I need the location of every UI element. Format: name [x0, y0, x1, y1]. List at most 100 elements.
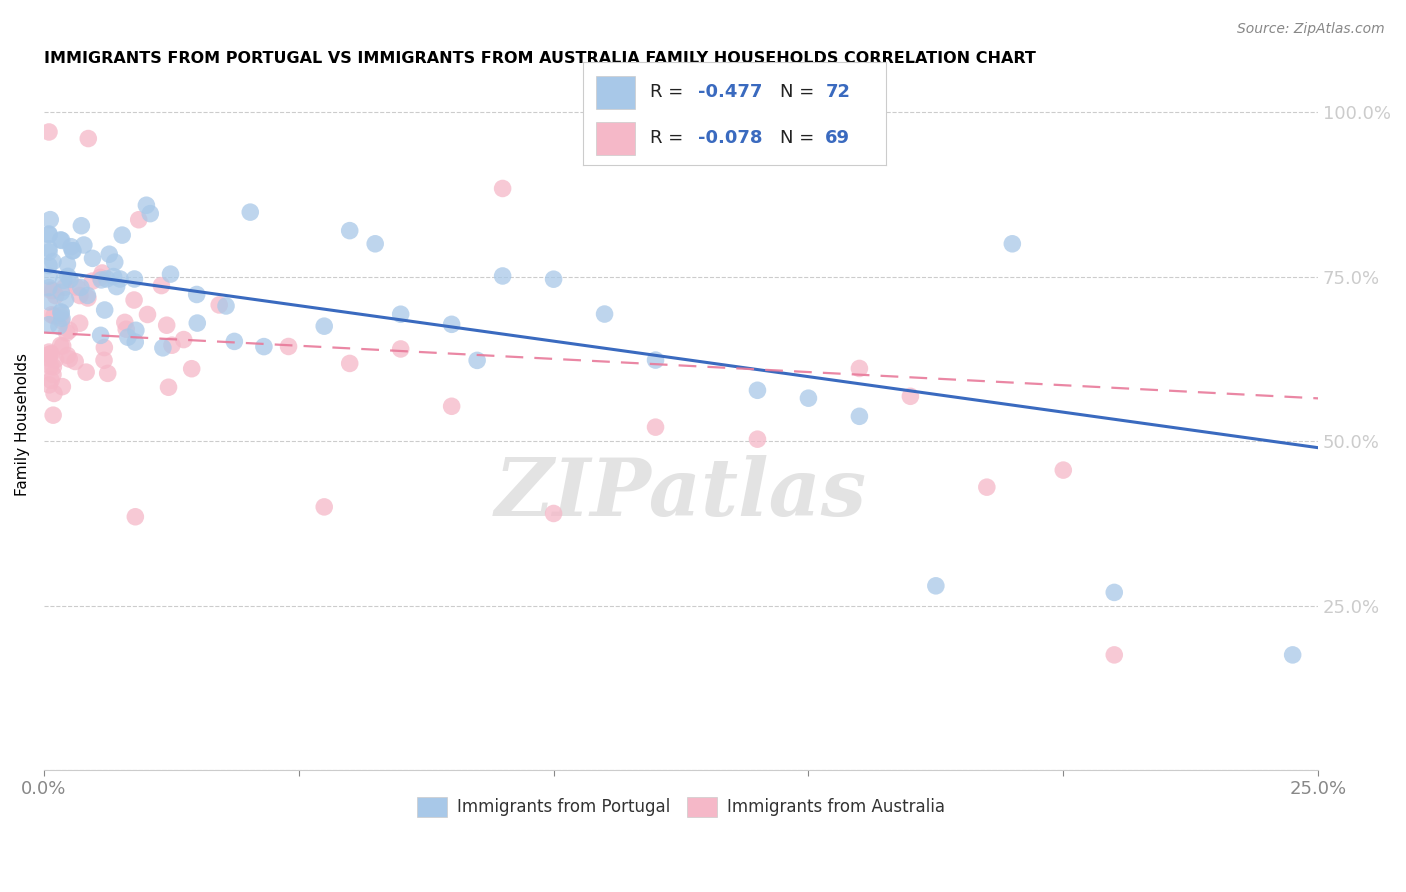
Point	[98, 247, 121, 261]
Point	[38, 125, 60, 139]
Point	[277, 339, 299, 353]
Point	[314, 319, 336, 334]
Point	[797, 391, 820, 405]
Point	[173, 333, 195, 347]
FancyBboxPatch shape	[596, 122, 636, 155]
Point	[925, 579, 948, 593]
Point	[156, 318, 179, 333]
Point	[39, 373, 62, 387]
Point	[70, 219, 93, 233]
Point	[38, 269, 60, 284]
Text: 72: 72	[825, 83, 851, 101]
Point	[898, 389, 921, 403]
Point	[58, 351, 80, 366]
Point	[53, 280, 76, 294]
Point	[77, 131, 100, 145]
Legend: Immigrants from Portugal, Immigrants from Australia: Immigrants from Portugal, Immigrants fro…	[411, 790, 952, 824]
Point	[44, 352, 66, 367]
Point	[38, 259, 60, 273]
Point	[63, 354, 86, 368]
Point	[56, 257, 79, 271]
Point	[644, 420, 666, 434]
Point	[56, 269, 79, 284]
Point	[136, 308, 159, 322]
Point	[39, 212, 62, 227]
Point	[56, 348, 79, 362]
Point	[157, 380, 180, 394]
Point	[76, 291, 98, 305]
Text: 69: 69	[825, 129, 851, 147]
Point	[48, 319, 70, 334]
Point	[593, 307, 616, 321]
Point	[38, 244, 60, 259]
Point	[93, 353, 115, 368]
Point	[75, 365, 97, 379]
Point	[58, 323, 80, 337]
Point	[89, 270, 111, 285]
Point	[339, 224, 361, 238]
Point	[150, 278, 173, 293]
Point	[82, 252, 104, 266]
Point	[128, 212, 150, 227]
Point	[42, 408, 65, 422]
Text: R =: R =	[650, 83, 689, 101]
Point	[38, 351, 60, 365]
Point	[42, 284, 65, 298]
Point	[66, 280, 89, 294]
Point	[41, 308, 63, 322]
Point	[62, 244, 84, 258]
Point	[114, 315, 136, 329]
Point	[465, 353, 488, 368]
Text: N =: N =	[780, 83, 820, 101]
Point	[51, 314, 73, 328]
Point	[224, 334, 246, 349]
Point	[91, 266, 114, 280]
Point	[52, 339, 75, 353]
Text: -0.078: -0.078	[699, 129, 763, 147]
Point	[186, 316, 208, 330]
Point	[339, 356, 361, 370]
Point	[38, 348, 60, 362]
Point	[69, 288, 91, 302]
Point	[49, 338, 72, 352]
Point	[38, 227, 60, 241]
Text: R =: R =	[650, 129, 689, 147]
Point	[55, 293, 77, 307]
Point	[42, 359, 65, 374]
Point	[160, 338, 183, 352]
Point	[51, 379, 73, 393]
Point	[104, 255, 127, 269]
Point	[440, 318, 463, 332]
Point	[90, 273, 112, 287]
Point	[125, 323, 148, 337]
Point	[93, 341, 115, 355]
Point	[42, 386, 65, 401]
Point	[159, 267, 181, 281]
Point	[38, 377, 60, 392]
Point	[49, 309, 72, 323]
Point	[1001, 236, 1024, 251]
Point	[239, 205, 262, 219]
Point	[69, 280, 91, 294]
Point	[848, 361, 870, 376]
Point	[124, 335, 146, 350]
Point	[45, 288, 67, 302]
Point	[215, 299, 238, 313]
Text: -0.477: -0.477	[699, 83, 762, 101]
Point	[51, 285, 73, 300]
Point	[491, 181, 513, 195]
Point	[38, 318, 60, 332]
Point	[52, 273, 75, 287]
Point	[49, 233, 72, 247]
Point	[38, 242, 60, 256]
Point	[73, 238, 96, 252]
Point	[152, 341, 174, 355]
Text: ZIPatlas: ZIPatlas	[495, 455, 868, 533]
Point	[1281, 648, 1303, 662]
Point	[55, 326, 77, 340]
Point	[38, 281, 60, 295]
Point	[389, 307, 412, 321]
Point	[76, 288, 98, 302]
Point	[186, 287, 208, 301]
Point	[96, 272, 118, 286]
